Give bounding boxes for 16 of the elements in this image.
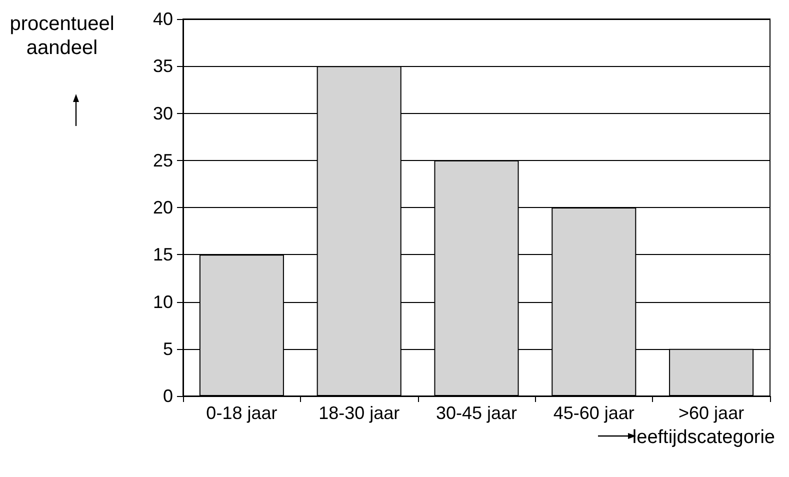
y-tick-label: 35 [152,56,173,76]
x-tick-label: 30-45 jaar [436,403,518,423]
y-tick-label: 0 [162,386,173,406]
y-tick-label: 20 [152,198,173,218]
y-tick-label: 15 [152,244,173,265]
x-tick-label: 18-30 jaar [318,403,400,423]
x-tick-label: 45-60 jaar [553,403,634,423]
y-tick-label: 40 [152,9,173,29]
y-tick-label: 10 [152,292,173,312]
y-tick-label: 25 [152,150,173,170]
x-tick-label: >60 jaar [678,403,744,423]
x-tick-label: 0-18 jaar [206,403,278,423]
y-tick-label: 5 [162,338,173,359]
x-axis-title: leeftijdscategorie [632,427,776,448]
y-tick-label: 30 [152,103,173,124]
y-axis-title: procentueel aandeel [10,13,114,59]
